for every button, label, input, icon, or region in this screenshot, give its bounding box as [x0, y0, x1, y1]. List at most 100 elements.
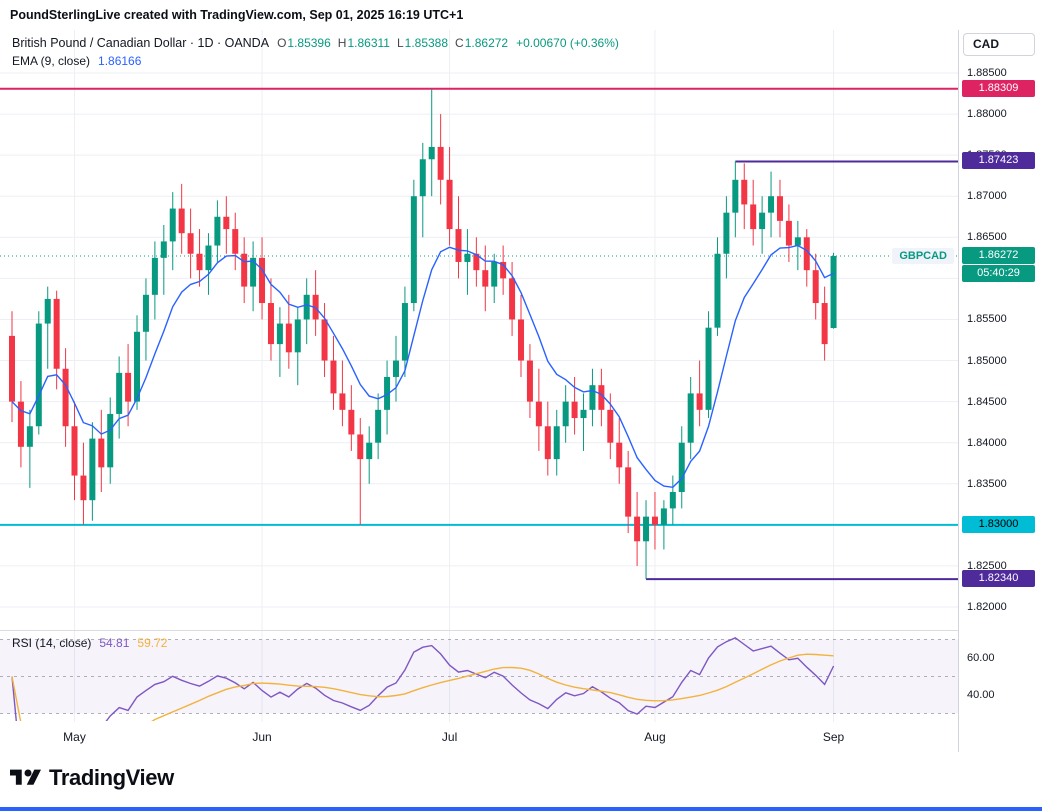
- candle-body: [44, 298, 51, 324]
- symbol-tag-label[interactable]: GBPCAD: [892, 248, 954, 264]
- candle-body: [348, 409, 355, 435]
- pane-separator[interactable]: [0, 630, 1042, 631]
- candle-body: [375, 409, 382, 443]
- candle-body: [518, 319, 525, 361]
- candle-body: [535, 401, 542, 427]
- rsi-axis-tick: 40.00: [967, 689, 995, 701]
- candle-body: [267, 303, 274, 345]
- candle-body: [607, 409, 614, 443]
- candle-body: [437, 146, 444, 180]
- candle-body: [169, 208, 176, 242]
- candle-body: [491, 261, 498, 287]
- rsi-ma-value: 59.72: [137, 636, 168, 650]
- candle-body: [687, 393, 694, 443]
- candle-body: [107, 413, 114, 468]
- countdown-label: 05:40:29: [962, 265, 1035, 283]
- candle-body: [446, 179, 453, 230]
- candle-body: [705, 327, 712, 410]
- candle-body: [741, 179, 748, 205]
- candle-body: [723, 212, 730, 254]
- candle-body: [732, 179, 739, 213]
- candle-body: [759, 212, 766, 230]
- high-label: H: [337, 36, 347, 50]
- candle-body: [455, 229, 462, 262]
- candle-body: [241, 253, 248, 287]
- close-value: 1.86272: [464, 36, 509, 50]
- candle-body: [768, 196, 775, 213]
- candle-body: [196, 253, 203, 271]
- candle-body: [160, 241, 167, 258]
- candle-body: [214, 216, 221, 246]
- price-axis-tick: 1.83500: [967, 477, 1007, 490]
- price-chart-canvas[interactable]: [0, 30, 958, 722]
- price-axis-tick: 1.84000: [967, 436, 1007, 449]
- ema-value: 1.86166: [98, 54, 142, 68]
- time-axis-month-label: May: [63, 730, 86, 744]
- candle-body: [678, 442, 685, 492]
- candle-body: [598, 385, 605, 410]
- candle-body: [303, 294, 310, 320]
- candle-body: [223, 216, 230, 230]
- candle-body: [696, 393, 703, 410]
- candle-body: [17, 401, 24, 447]
- candle-body: [616, 442, 623, 468]
- price-axis[interactable]: CAD 1.885001.880001.875001.870001.865001…: [958, 30, 1042, 752]
- candle-body: [366, 442, 373, 460]
- price-axis-tick: 1.82500: [967, 559, 1007, 572]
- time-axis-month-label: Aug: [644, 730, 666, 744]
- candle-body: [250, 257, 257, 287]
- candle-body: [392, 360, 399, 377]
- last-price-label: 1.86272: [962, 247, 1035, 265]
- candle-body: [643, 516, 650, 542]
- price-axis-tick: 1.85000: [967, 354, 1007, 367]
- candle-body: [89, 438, 96, 501]
- candle-body: [580, 409, 587, 419]
- level-price-label: 1.83000: [962, 515, 1035, 533]
- ema-name[interactable]: EMA (9, close): [12, 54, 91, 68]
- tradingview-logo-icon: [10, 769, 41, 785]
- candle-body: [651, 516, 658, 525]
- time-axis[interactable]: May Jun Jul Aug Sep: [0, 722, 958, 752]
- price-axis-tick: 1.86500: [967, 231, 1007, 244]
- rsi-value: 54.81: [99, 636, 130, 650]
- candle-body: [142, 294, 149, 332]
- candle-body: [151, 257, 158, 295]
- chart-region: British Pound / Canadian Dollar · 1D · O…: [0, 30, 1042, 752]
- tradingview-wordmark: TradingView: [49, 765, 174, 790]
- candle-body: [821, 303, 828, 345]
- rsi-legend: RSI (14, close) 54.81 59.72: [12, 636, 167, 650]
- candle-body: [812, 270, 819, 304]
- low-label: L: [396, 36, 404, 50]
- candle-body: [384, 376, 391, 410]
- candle-body: [794, 237, 801, 246]
- candle-body: [526, 360, 533, 402]
- candle-body: [669, 491, 676, 509]
- candle-body: [830, 256, 837, 329]
- currency-toggle-button[interactable]: CAD: [963, 33, 1035, 56]
- tradingview-branding[interactable]: TradingView: [10, 765, 174, 791]
- candle-body: [321, 319, 328, 361]
- candle-body: [357, 434, 364, 460]
- ohlc-high: H 1.86311: [338, 36, 390, 50]
- rsi-name[interactable]: RSI (14, close): [12, 636, 92, 650]
- candle-body: [562, 401, 569, 427]
- price-axis-tick: 1.82000: [967, 601, 1007, 613]
- candle-body: [634, 516, 641, 542]
- candle-body: [80, 475, 87, 501]
- symbol-title[interactable]: British Pound / Canadian Dollar · 1D · O…: [12, 36, 270, 50]
- candle-body: [660, 508, 667, 525]
- candle-body: [205, 245, 212, 271]
- time-axis-month-label: Sep: [822, 730, 845, 744]
- bottom-accent-bar: [0, 807, 1042, 811]
- candle-body: [500, 261, 507, 279]
- candle-body: [178, 208, 185, 234]
- candle-body: [294, 319, 301, 353]
- price-axis-tick: 1.88000: [967, 108, 1007, 121]
- candle-body: [509, 278, 516, 320]
- candle-body: [473, 253, 480, 271]
- ohlc-close: C 1.86272: [455, 36, 508, 50]
- open-label: O: [277, 36, 287, 50]
- candle-body: [116, 372, 123, 414]
- candle-body: [419, 159, 426, 197]
- candle-body: [134, 331, 141, 402]
